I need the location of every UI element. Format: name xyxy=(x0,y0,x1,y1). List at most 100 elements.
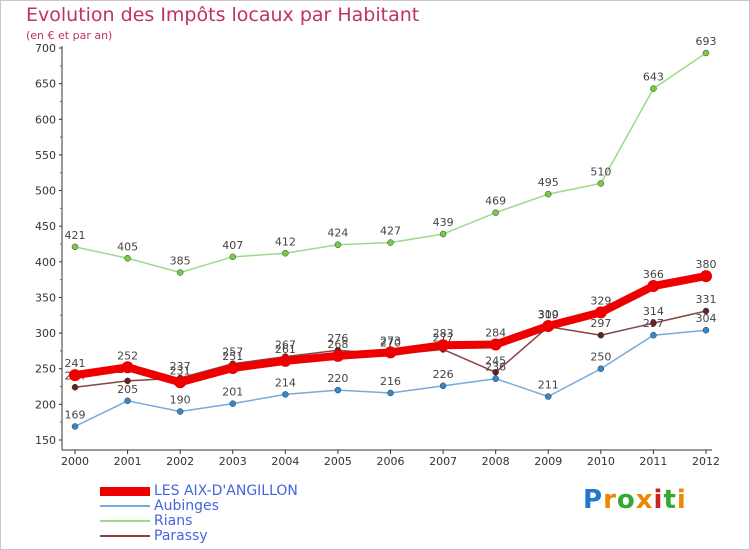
x-tick-label: 2009 xyxy=(534,455,562,468)
data-point xyxy=(702,49,710,57)
data-label: 297 xyxy=(590,317,611,330)
data-point xyxy=(489,338,502,351)
data-label: 427 xyxy=(380,225,401,238)
data-point xyxy=(594,306,607,319)
data-label: 211 xyxy=(538,379,559,392)
y-tick-label: 250 xyxy=(35,363,56,376)
data-label: 366 xyxy=(643,268,664,281)
logo-letter: o xyxy=(616,485,636,515)
y-tick-label: 150 xyxy=(35,434,56,447)
data-label: 424 xyxy=(327,227,348,240)
x-tick-label: 2002 xyxy=(166,455,194,468)
data-point xyxy=(492,375,499,382)
y-tick-label: 600 xyxy=(35,113,56,126)
data-label: 495 xyxy=(538,176,559,189)
data-point xyxy=(229,400,236,407)
data-label: 693 xyxy=(696,35,717,48)
legend-swatch xyxy=(100,520,150,522)
data-label: 283 xyxy=(433,327,454,340)
legend-label: LES AIX-D'ANGILLON xyxy=(154,483,298,499)
data-point xyxy=(71,423,79,430)
data-label: 201 xyxy=(222,386,243,399)
data-point xyxy=(545,190,552,198)
data-point xyxy=(437,339,450,352)
data-label: 250 xyxy=(590,351,611,364)
data-label: 309 xyxy=(538,309,559,322)
data-point xyxy=(331,349,344,362)
x-tick-label: 2008 xyxy=(482,455,510,468)
data-label: 261 xyxy=(275,343,296,356)
data-point xyxy=(597,365,605,372)
logo-letter: i xyxy=(676,485,687,515)
data-point xyxy=(71,243,79,251)
data-point xyxy=(439,382,447,390)
y-tick-label: 400 xyxy=(35,256,56,269)
x-tick-label: 2007 xyxy=(429,455,457,468)
data-point xyxy=(229,253,236,261)
data-label: 237 xyxy=(170,360,191,373)
data-point xyxy=(647,280,660,293)
data-point xyxy=(387,239,394,246)
data-label: 304 xyxy=(696,312,717,325)
data-point xyxy=(492,369,499,376)
data-label: 214 xyxy=(275,376,296,389)
data-label: 385 xyxy=(170,255,191,268)
data-point xyxy=(700,270,712,283)
data-point xyxy=(387,389,394,397)
data-label: 268 xyxy=(327,338,348,351)
data-point xyxy=(650,331,657,339)
y-tick-label: 500 xyxy=(35,185,56,198)
data-label: 405 xyxy=(117,240,138,253)
data-label: 310 xyxy=(538,308,559,321)
legend-label: Rians xyxy=(154,513,193,529)
y-tick-label: 350 xyxy=(35,291,56,304)
legend-swatch xyxy=(100,505,150,507)
data-point xyxy=(282,250,289,257)
data-label: 276 xyxy=(327,332,348,345)
y-tick-label: 700 xyxy=(35,42,56,55)
data-label: 257 xyxy=(222,346,243,359)
data-point xyxy=(282,391,289,398)
data-label: 251 xyxy=(222,350,243,363)
data-point xyxy=(176,408,184,415)
x-tick-label: 2006 xyxy=(377,455,405,468)
logo-letter: x xyxy=(635,485,654,515)
data-point xyxy=(226,362,239,375)
data-label: 226 xyxy=(433,368,454,381)
logo-letter: t xyxy=(663,485,677,515)
data-label: 469 xyxy=(485,195,506,208)
data-point xyxy=(71,384,79,391)
proxiti-logo: Proxiti xyxy=(583,485,687,515)
y-tick-label: 550 xyxy=(35,149,56,162)
data-point xyxy=(650,319,657,327)
y-tick-label: 650 xyxy=(35,78,56,91)
logo-letter: r xyxy=(603,485,617,515)
data-point xyxy=(174,376,187,389)
data-label: 205 xyxy=(117,383,138,396)
data-point xyxy=(69,369,81,382)
data-label: 439 xyxy=(433,216,454,229)
data-label: 380 xyxy=(696,258,717,271)
data-point xyxy=(124,377,131,385)
x-tick-label: 2010 xyxy=(587,455,615,468)
y-tick-label: 200 xyxy=(35,398,56,411)
legend-label: Aubinges xyxy=(154,498,219,514)
y-tick-label: 300 xyxy=(35,327,56,340)
logo-letter: P xyxy=(583,485,604,515)
data-point xyxy=(384,346,397,359)
x-tick-label: 2005 xyxy=(324,455,352,468)
data-label: 245 xyxy=(485,354,506,367)
data-label: 421 xyxy=(65,229,86,242)
data-point xyxy=(545,393,552,400)
data-label: 190 xyxy=(170,393,191,406)
data-label: 331 xyxy=(696,293,717,306)
data-label: 314 xyxy=(643,305,664,318)
data-point xyxy=(439,230,447,238)
data-point xyxy=(702,326,710,334)
data-point xyxy=(334,386,342,394)
data-label: 169 xyxy=(65,408,86,421)
y-tick-label: 450 xyxy=(35,220,56,233)
x-tick-label: 2012 xyxy=(692,455,720,468)
